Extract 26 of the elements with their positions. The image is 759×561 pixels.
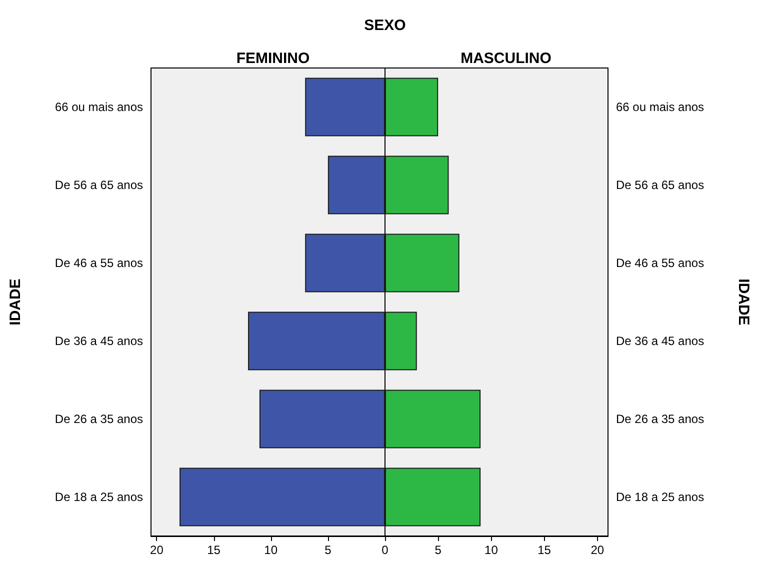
x-tick-label: 10 — [484, 543, 498, 557]
y-tick-label: De 18 a 25 anos — [616, 490, 704, 504]
y-axis-title: IDADE — [7, 278, 24, 326]
y-tick-label: 66 ou mais anos — [616, 100, 704, 114]
y-tick-label: De 46 a 55 anos — [616, 256, 704, 270]
x-tick-label: 15 — [207, 543, 221, 557]
text: SEXO — [364, 17, 406, 34]
x-tick-label: 20 — [590, 543, 604, 557]
x-tick-label: 5 — [324, 543, 332, 557]
y-tick-label: De 56 a 65 anos — [616, 178, 704, 192]
chart-title: FEMININO — [236, 50, 310, 67]
chart-title: MASCULINO — [460, 50, 552, 67]
y-tick-label: De 56 a 65 anos — [54, 178, 143, 192]
x-tick-label: 15 — [538, 543, 552, 557]
y-tick-label: De 26 a 35 anos — [54, 412, 143, 426]
y-tick-label: De 36 a 45 anos — [616, 334, 704, 348]
y2-axis-title: IDADE — [735, 278, 752, 326]
y-tick-label: De 46 a 55 anos — [54, 256, 143, 270]
x-tick-label: 10 — [264, 543, 278, 557]
y-tick-label: De 26 a 35 anos — [616, 412, 704, 426]
y-tick-label: De 36 a 45 anos — [54, 334, 143, 348]
x-tick-label: 20 — [150, 543, 164, 557]
x-tick-label: 0 — [382, 543, 389, 557]
y-tick-label: De 18 a 25 anos — [54, 490, 143, 504]
x-tick-label: 5 — [434, 543, 442, 557]
y-tick-label: 66 ou mais anos — [54, 100, 143, 114]
